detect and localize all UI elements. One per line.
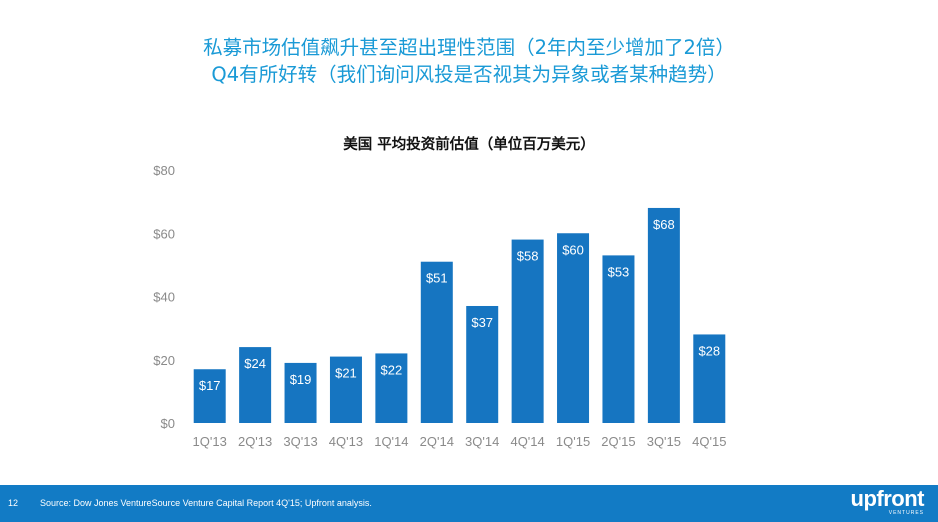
bar-chart: $0$20$40$60$80 $17$24$19 $21 $22$51$37$58 $…: [153, 163, 727, 449]
upfront-logo: upfront VENTURES: [850, 486, 925, 516]
bar-series: $17 $24 $19 $21 $22 $51 $37 $58 $60 $53 $68 $28: [193, 207, 726, 423]
headline-line-2: Q4有所好转（我们询问风投是否视其为异象或者某种趋势）: [211, 63, 727, 86]
bar: [239, 347, 272, 423]
headline-line-1: 私募市场估值飙升甚至超出理性范围（2年内至少增加了2倍）: [203, 36, 735, 59]
bar: [329, 356, 362, 423]
x-tick-label: 4Q'14: [510, 434, 544, 449]
page-number: 12: [8, 498, 19, 508]
x-tick-label: 2Q'15: [601, 434, 635, 449]
chart-title: 美国 平均投资前估值（单位百万美元）: [343, 137, 595, 153]
data-label: $22: [381, 362, 403, 377]
bar: [375, 353, 408, 423]
y-tick-label: $0: [161, 416, 175, 431]
bar: [511, 239, 544, 423]
data-label: $19: [290, 372, 312, 387]
x-tick-label: 4Q'15: [692, 434, 726, 449]
data-label: $17: [199, 378, 221, 393]
logo-wordmark: upfront: [850, 486, 925, 511]
y-tick-label: $40: [153, 290, 175, 305]
logo-subtext: VENTURES: [888, 510, 924, 516]
bar: [193, 369, 226, 423]
bar: [420, 261, 453, 423]
data-label: $68: [653, 217, 675, 232]
x-tick-label: 1Q'13: [193, 434, 227, 449]
x-tick-label: 4Q'13: [329, 434, 363, 449]
data-label: $60: [562, 242, 584, 257]
y-axis: $0 $20 $40 $60 $80: [153, 163, 175, 431]
x-tick-label: 3Q'14: [465, 434, 499, 449]
data-label: $24: [244, 356, 266, 371]
footer-bar: 12 Source: Dow Jones VentureSource Ventu…: [0, 485, 938, 522]
data-label: $58: [517, 249, 539, 264]
bar: [557, 233, 590, 423]
bar: [284, 362, 317, 423]
headline: 私募市场估值飙升甚至超出理性范围（2年内至少增加了2倍） Q4有所好转（我们询问…: [0, 34, 938, 88]
data-label: $37: [471, 315, 493, 330]
y-tick-label: $80: [153, 163, 175, 178]
bar: [647, 207, 680, 423]
y-tick-label: $60: [153, 226, 175, 241]
x-tick-label: 1Q'15: [556, 434, 590, 449]
bar: [466, 305, 499, 423]
data-label: $53: [608, 264, 630, 279]
y-tick-label: $20: [153, 353, 175, 368]
bar: [693, 334, 726, 423]
source-note: Source: Dow Jones VentureSource Venture …: [40, 498, 372, 508]
x-tick-label: 3Q'13: [283, 434, 317, 449]
x-tick-label: 2Q'14: [420, 434, 454, 449]
data-label: $28: [698, 343, 720, 358]
x-axis: 1Q'13 2Q'13 3Q'13 4Q'13 1Q'14 2Q'14 3Q'14 4Q'14…: [193, 434, 727, 449]
data-label: $51: [426, 271, 448, 286]
data-label: $21: [335, 366, 357, 381]
x-tick-label: 1Q'14: [374, 434, 408, 449]
bar: [602, 255, 635, 423]
x-tick-label: 2Q'13: [238, 434, 272, 449]
x-tick-label: 3Q'15: [647, 434, 681, 449]
